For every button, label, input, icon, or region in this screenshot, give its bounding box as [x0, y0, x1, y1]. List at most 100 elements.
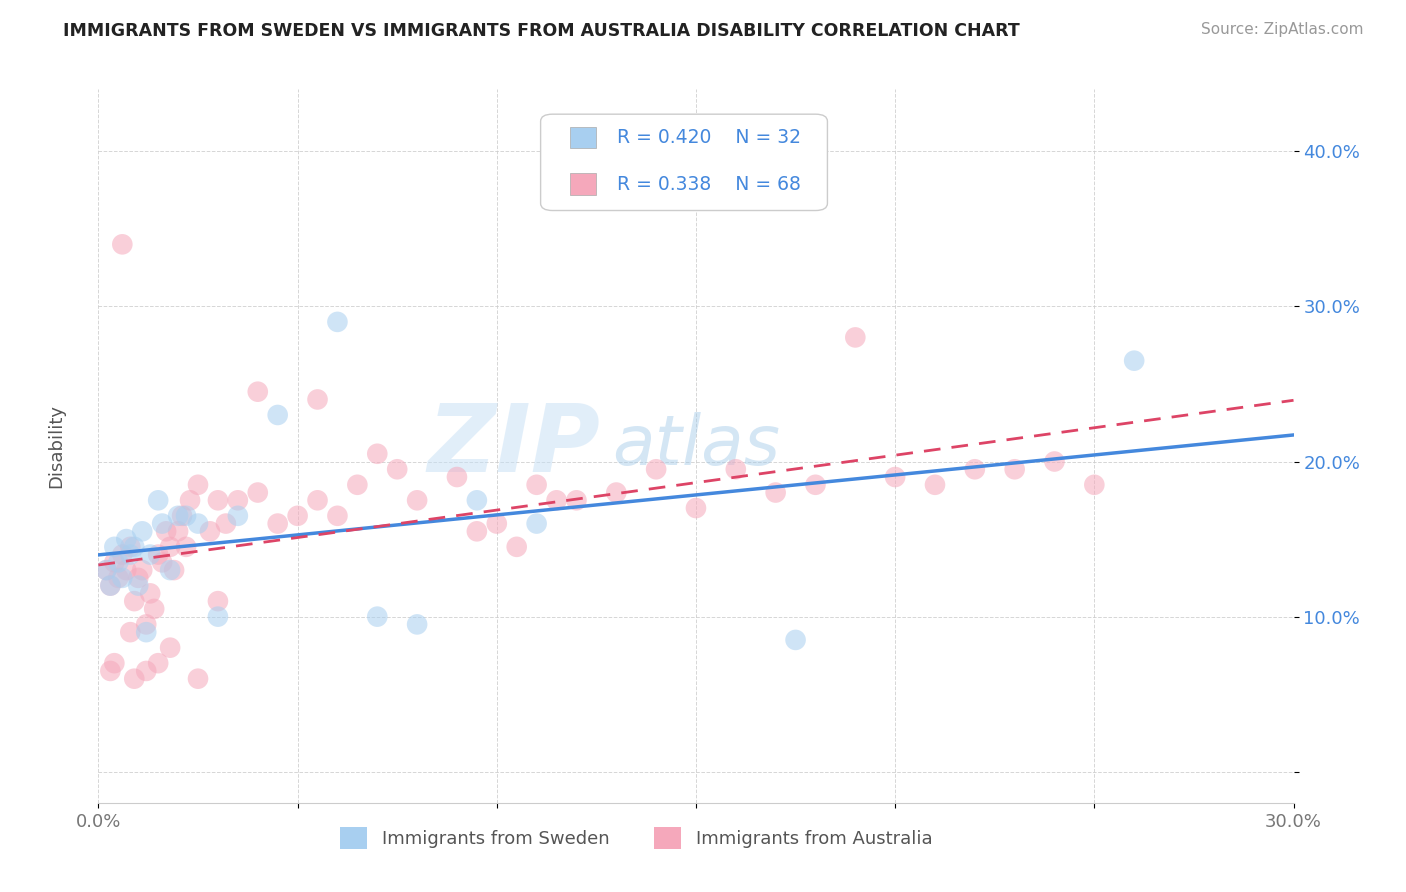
Point	[385, 462, 409, 476]
Point	[143, 602, 166, 616]
Point	[1083, 477, 1105, 491]
Point	[124, 594, 146, 608]
Point	[963, 462, 986, 476]
Point	[107, 571, 129, 585]
Point	[107, 555, 129, 569]
Point	[526, 477, 548, 491]
Point	[135, 664, 157, 678]
Point	[226, 493, 249, 508]
Text: atlas: atlas	[613, 412, 780, 480]
Point	[366, 609, 388, 624]
Point	[111, 237, 134, 252]
Point	[135, 617, 157, 632]
Point	[115, 563, 138, 577]
Point	[506, 540, 529, 554]
Point	[139, 586, 162, 600]
Point	[135, 625, 157, 640]
FancyBboxPatch shape	[571, 173, 596, 194]
Point	[155, 524, 177, 539]
Point	[120, 548, 142, 562]
Point	[172, 508, 194, 523]
Text: ZIP: ZIP	[427, 400, 600, 492]
Point	[120, 625, 142, 640]
Point	[187, 672, 209, 686]
Point	[207, 609, 229, 624]
Point	[215, 516, 238, 531]
Point	[485, 516, 508, 531]
Point	[179, 493, 201, 508]
Point	[346, 477, 368, 491]
Text: Source: ZipAtlas.com: Source: ZipAtlas.com	[1201, 22, 1364, 37]
Point	[785, 632, 807, 647]
Point	[884, 470, 907, 484]
Point	[226, 508, 249, 523]
Point	[159, 640, 181, 655]
FancyBboxPatch shape	[541, 114, 827, 211]
Point	[163, 563, 186, 577]
Point	[645, 462, 668, 476]
Point	[307, 392, 329, 407]
Point	[150, 555, 173, 569]
Point	[103, 540, 125, 554]
Point	[246, 485, 269, 500]
Point	[111, 571, 134, 585]
Point	[127, 571, 149, 585]
Point	[148, 548, 170, 562]
Point	[724, 462, 747, 476]
Point	[98, 664, 122, 678]
Point	[526, 516, 548, 531]
Text: IMMIGRANTS FROM SWEDEN VS IMMIGRANTS FROM AUSTRALIA DISABILITY CORRELATION CHART: IMMIGRANTS FROM SWEDEN VS IMMIGRANTS FRO…	[63, 22, 1019, 40]
Point	[366, 447, 388, 461]
Point	[124, 672, 146, 686]
Point	[326, 508, 349, 523]
Point	[120, 540, 142, 554]
Point	[207, 594, 229, 608]
Point	[406, 617, 429, 632]
Text: R = 0.420    N = 32: R = 0.420 N = 32	[617, 128, 801, 147]
FancyBboxPatch shape	[571, 127, 596, 148]
Point	[159, 540, 181, 554]
Point	[465, 493, 488, 508]
Point	[174, 508, 197, 523]
Point	[98, 579, 122, 593]
Point	[124, 540, 146, 554]
Point	[565, 493, 588, 508]
Point	[148, 493, 170, 508]
Point	[605, 485, 627, 500]
Point	[127, 579, 149, 593]
Point	[406, 493, 429, 508]
Point	[98, 579, 122, 593]
Point	[446, 470, 468, 484]
Point	[131, 524, 153, 539]
Point	[139, 548, 162, 562]
Point	[167, 508, 190, 523]
Point	[150, 516, 173, 531]
Point	[1043, 454, 1066, 468]
Point	[804, 477, 827, 491]
Point	[187, 516, 209, 531]
Point	[96, 563, 118, 577]
Point	[465, 524, 488, 539]
Point	[167, 524, 190, 539]
Point	[1004, 462, 1026, 476]
Point	[924, 477, 946, 491]
Point	[115, 532, 138, 546]
Point	[103, 656, 125, 670]
Point	[1123, 353, 1146, 368]
Point	[131, 563, 153, 577]
Point	[546, 493, 568, 508]
Point	[148, 656, 170, 670]
Point	[326, 315, 349, 329]
Point	[111, 548, 134, 562]
Point	[307, 493, 329, 508]
Point	[685, 501, 707, 516]
Point	[765, 485, 787, 500]
Point	[207, 493, 229, 508]
Point	[174, 540, 197, 554]
Point	[287, 508, 309, 523]
Text: R = 0.338    N = 68: R = 0.338 N = 68	[617, 175, 801, 194]
Legend: Immigrants from Sweden, Immigrants from Australia: Immigrants from Sweden, Immigrants from …	[330, 818, 942, 858]
Point	[96, 563, 118, 577]
Point	[159, 563, 181, 577]
Point	[103, 555, 125, 569]
